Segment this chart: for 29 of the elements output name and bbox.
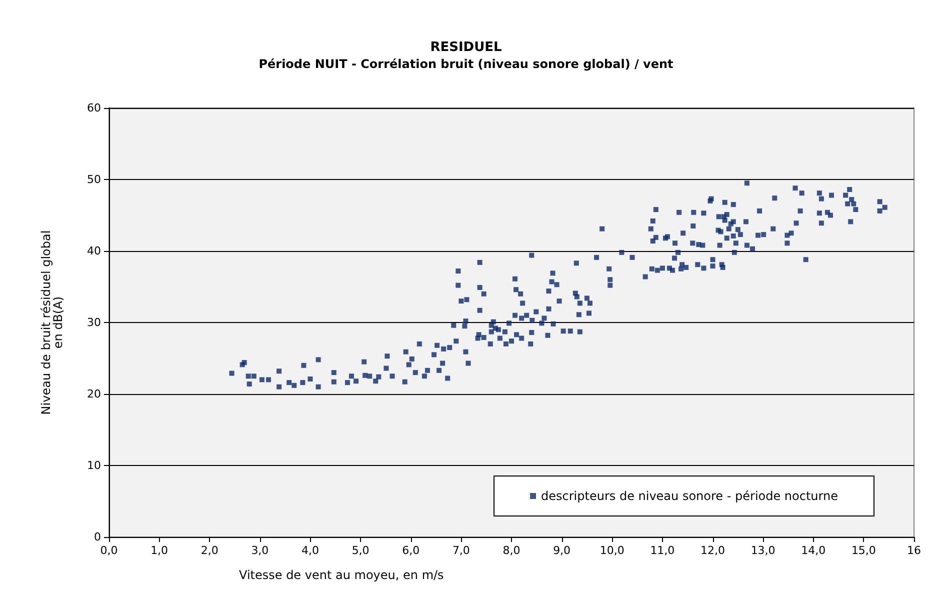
x-tick-label: 7,0 [452,544,470,557]
x-tick-label: 16 [907,544,921,557]
x-tick-label: 9,0 [553,544,571,557]
y-tick-label: 40 [87,244,101,258]
y-tick-label: 30 [87,316,101,329]
y-tick-label: 50 [87,173,101,186]
x-tick-label: 4,0 [302,544,319,557]
x-tick-label: 2,0 [200,544,218,557]
x-tick-label: 13,0 [750,544,776,557]
x-tick-label: 10,0 [600,544,624,557]
x-tick-label: 8,0 [502,544,520,557]
x-tick-label: 15,0 [851,544,876,557]
x-tick-label: 12,0 [700,544,725,557]
x-tick-label: 3,0 [251,544,269,557]
y-tick-label: 0 [94,530,101,544]
x-tick-label: 5,0 [352,544,370,557]
x-tick-label: 14,0 [801,544,826,557]
chart-title: RESIDUEL [430,40,502,55]
y-axis-title: Niveau de bruit résiduel global en dB(A) [39,230,65,415]
legend-label: descripteurs de niveau sonore - période nocturne [541,489,838,503]
x-tick-label: 6,0 [402,544,420,557]
x-axis-title: Vitesse de vent au moyeu, en m/s [239,568,444,582]
y-tick-label: 20 [87,388,101,400]
x-tick-label: 1,0 [150,544,168,557]
chart-subtitle: Période NUIT - Corrélation bruit (niveau sonore global) / vent [258,57,674,71]
y-tick-label: 60 [87,102,101,114]
y-tick-label: 10 [87,459,101,472]
x-tick-label: 0,0 [100,544,118,557]
x-tick-label: 11,0 [650,544,675,557]
